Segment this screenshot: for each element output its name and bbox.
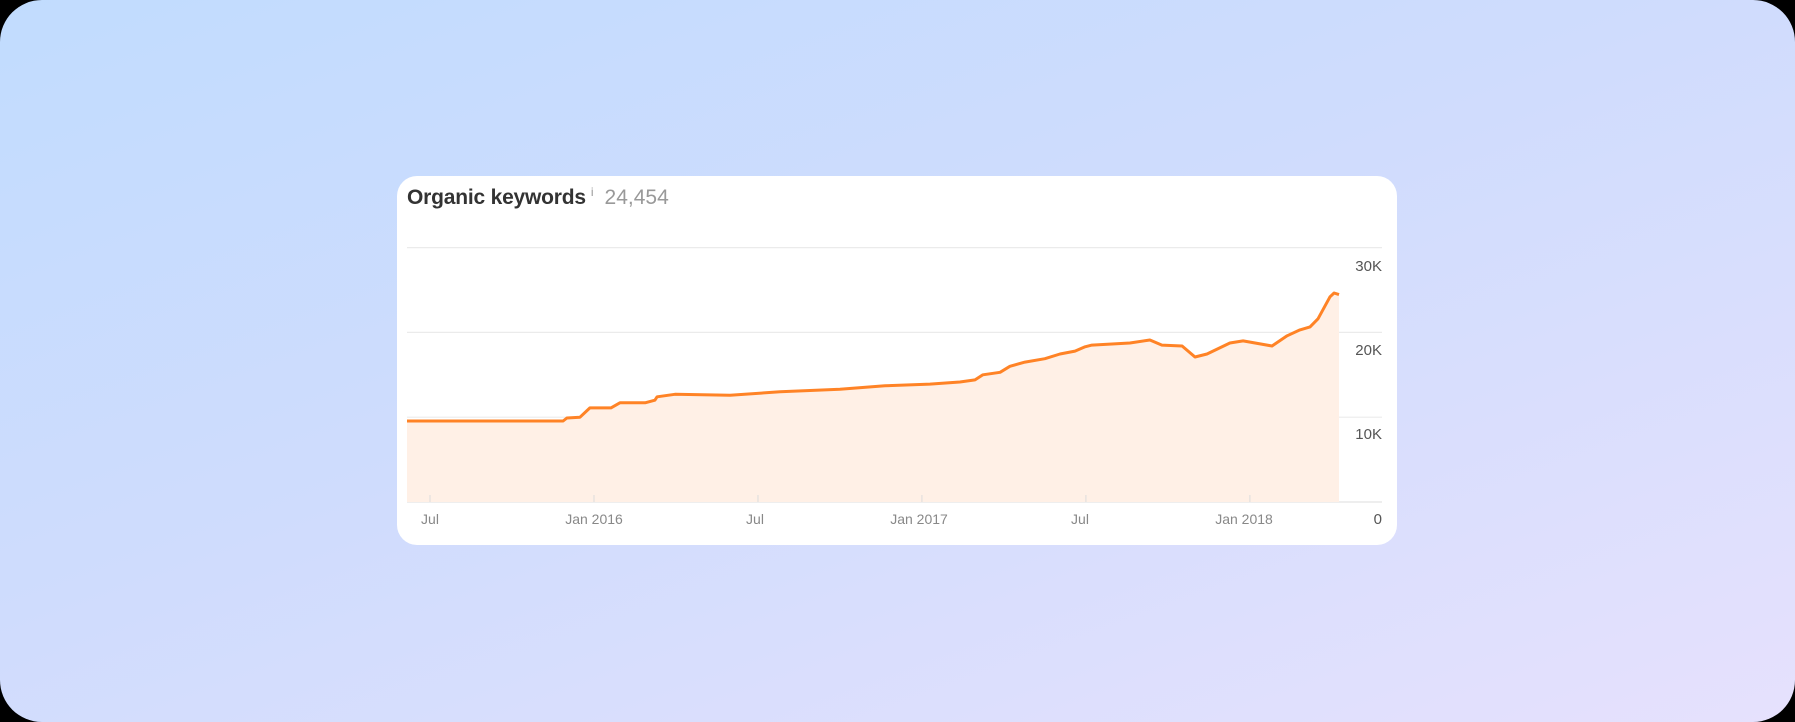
card-header: Organic keywords i 24,454 <box>407 185 669 216</box>
y-label: 0 <box>1373 511 1382 528</box>
keyword-count: 24,454 <box>604 186 669 209</box>
x-ticks <box>429 495 1251 502</box>
x-label: Jan 2016 <box>565 511 623 527</box>
x-label: Jan 2017 <box>890 511 948 527</box>
organic-keywords-card: Organic keywords i 24,454 30K 20K 10K 0 … <box>397 176 1397 545</box>
data-line <box>407 291 1340 423</box>
x-label: Jul <box>1071 511 1089 527</box>
x-label: Jul <box>421 511 439 527</box>
x-label: Jul <box>746 511 764 527</box>
card-title: Organic keywords <box>407 186 586 209</box>
info-icon[interactable]: i <box>590 185 594 199</box>
y-label: 30K <box>1355 258 1382 275</box>
line-chart <box>407 246 1382 503</box>
x-label: Jan 2018 <box>1215 511 1273 527</box>
y-label: 20K <box>1355 342 1382 359</box>
area-fill <box>407 293 1339 502</box>
y-label: 10K <box>1355 426 1382 443</box>
